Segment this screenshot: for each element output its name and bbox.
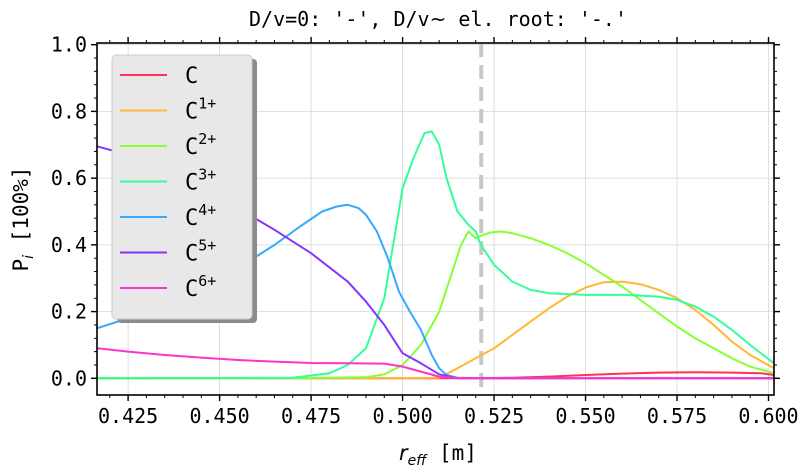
legend-entry: C3+	[120, 166, 216, 196]
series-line-7	[97, 347, 774, 380]
legend-entry: C5+	[120, 237, 216, 267]
legend-entry: C	[120, 64, 198, 89]
x-tick-label: 0.500	[372, 404, 432, 428]
x-tick-label: 0.525	[464, 404, 524, 428]
y-tick-label: 0.8	[51, 99, 87, 123]
y-tick-label: 0.2	[51, 300, 87, 324]
legend-entry: C1+	[120, 95, 216, 125]
x-tick-label: 0.550	[555, 404, 615, 428]
series-line-3	[97, 230, 774, 380]
legend-entries: C C1+ C2+ C3+ C4+ C5+ C6+	[120, 64, 216, 302]
legend: C C1+ C2+ C3+ C4+ C5+ C6+	[111, 54, 257, 323]
y-tick-label: 0.6	[51, 166, 87, 190]
legend-label: C5+	[185, 237, 216, 267]
legend-entry: C6+	[120, 272, 216, 302]
y-tick-label: 0.4	[51, 233, 87, 257]
y-tick-label: 0.0	[51, 366, 87, 390]
legend-label: C	[185, 64, 198, 89]
legend-box	[111, 54, 253, 320]
legend-label: C2+	[185, 130, 216, 160]
plot-frame	[96, 42, 775, 396]
series-line-2	[97, 280, 774, 380]
ticks: 0.425 0.450 0.475 0.500 0.525 0.550 0.575 0.600…	[51, 33, 799, 428]
x-tick-label: 0.425	[98, 404, 158, 428]
y-axis-label: Pi [100%]	[9, 166, 37, 271]
legend-label: C1+	[185, 95, 216, 125]
legend-entry: C2+	[120, 130, 216, 160]
legend-label: C6+	[185, 272, 216, 302]
chart-title: D/v=0: '-', D/v~ el. root: '-.'	[249, 7, 627, 31]
x-tick-label: 0.475	[281, 404, 341, 428]
legend-label: C3+	[185, 166, 216, 196]
legend-label: C4+	[185, 201, 216, 231]
x-tick-label: 0.600	[738, 404, 798, 428]
series-line-4	[97, 130, 774, 380]
x-tick-label: 0.575	[647, 404, 707, 428]
x-tick-label: 0.450	[189, 404, 249, 428]
y-tick-label: 1.0	[51, 33, 87, 57]
x-axis-label: reff [m]	[399, 441, 477, 469]
legend-entry: C4+	[120, 201, 216, 231]
